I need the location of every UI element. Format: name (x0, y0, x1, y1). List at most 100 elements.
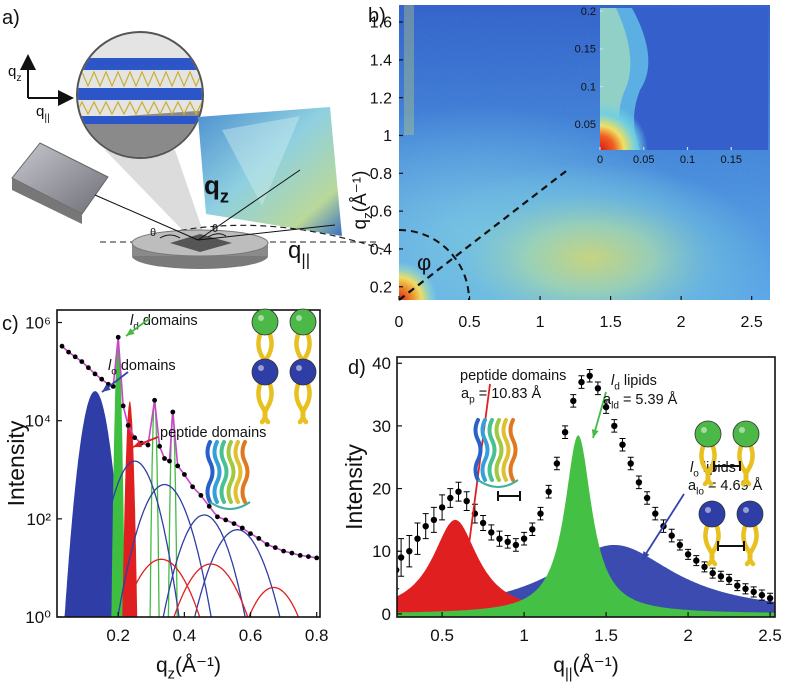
annotation-part: d (133, 322, 139, 333)
zoom-cone (105, 150, 206, 240)
lipid-shine (296, 315, 302, 321)
panel-label: a) (2, 7, 20, 29)
x-tick-label: 2 (677, 314, 686, 331)
panel-a: a)qzq||qzq||θ θ (2, 7, 310, 270)
spacing-bar (497, 461, 745, 551)
fit-component-curve (89, 460, 180, 617)
data-point (182, 472, 187, 477)
panel-label: c) (2, 313, 19, 335)
protein-helix (233, 440, 243, 504)
panel-label: b) (368, 5, 386, 27)
data-point (281, 548, 286, 554)
x-tick-label: 2.5 (758, 626, 782, 645)
plot-frame (56, 309, 321, 618)
annotation: ld lipids (611, 373, 657, 393)
annotation-part: = 5.39 Å (623, 391, 678, 408)
y-tick-label: 20 (372, 480, 391, 499)
detector-label-part: q (204, 170, 220, 200)
y-tick-label: 10⁴ (25, 412, 51, 431)
data-point (397, 554, 405, 561)
x-tick-label: 0.2 (106, 626, 130, 645)
data-point (430, 516, 438, 524)
data-point (684, 551, 692, 558)
data-point (619, 441, 626, 448)
data-point (463, 497, 470, 505)
y-tick-label: 0.6 (370, 204, 392, 221)
y-axis-title: qz(Å⁻¹) (350, 171, 375, 230)
y-tick-label: 10⁰ (25, 608, 51, 627)
data-point (231, 521, 237, 526)
annotation-part: l (108, 358, 112, 374)
annotation: lo domains (108, 358, 176, 378)
protein-loop (209, 501, 251, 510)
fit-component-curve (121, 558, 201, 617)
fit-component-curve (173, 563, 249, 617)
x-tick-label: 0.05 (633, 154, 654, 166)
data-point (635, 479, 643, 486)
annotation: peptide domains (160, 425, 266, 441)
plot-area (397, 369, 775, 617)
data-point (447, 494, 454, 502)
x-tick-label: 0.5 (458, 314, 480, 331)
data-point (652, 510, 659, 517)
data-point (272, 545, 278, 550)
fit-component-curve (248, 586, 300, 617)
lipid-shine (258, 315, 264, 321)
data-point (289, 550, 295, 556)
lipid-shine (743, 507, 749, 513)
data-point (175, 463, 181, 469)
lipid-tail (699, 441, 717, 487)
annotation: ap = 10.83 Å (461, 385, 542, 406)
data-point (59, 343, 65, 349)
fit-component-area (397, 435, 775, 617)
annotation-part: = 10.83 Å (479, 385, 542, 402)
data-point (488, 529, 495, 536)
data-point (92, 371, 98, 377)
annotation-part: ld (611, 401, 619, 412)
data-point (668, 532, 675, 539)
x-axis-title: qz(Å⁻¹) (156, 654, 221, 683)
data-point (570, 397, 577, 405)
data-point (422, 523, 429, 530)
data-point (414, 535, 421, 542)
x-tick-label: 2 (683, 626, 692, 645)
detector-label: q|| (288, 237, 310, 270)
y-axis-title-part: q (350, 219, 371, 230)
x-tick-label: 0.15 (721, 154, 742, 166)
data-point (512, 541, 520, 549)
detector-shade (222, 116, 300, 206)
annotation-part: l (130, 313, 134, 329)
annotation-part: d (614, 382, 620, 393)
dashed-direction (398, 167, 571, 301)
annotation-part: peptide domains (160, 425, 266, 441)
x-tick-label: 1 (519, 626, 528, 645)
y-tick-label: 0.2 (581, 6, 596, 18)
x-tick-label: 0.4 (173, 626, 197, 645)
x-tick-label: 0.8 (305, 626, 329, 645)
lipid-head (289, 308, 317, 336)
data-point (734, 582, 741, 589)
y-tick-label: 40 (372, 354, 391, 373)
data-point (145, 442, 151, 448)
annotation-arrowhead (133, 440, 142, 448)
y-tick-label: 1.2 (370, 90, 392, 107)
detector-label: qz (204, 170, 229, 206)
panel-a-drawing (11, 31, 386, 269)
annotation: ld domains (130, 313, 198, 333)
x-tick-label: 0.6 (239, 626, 263, 645)
protein-helix (487, 418, 497, 482)
fit-component-curve (194, 529, 281, 617)
headgroup-layer (78, 116, 202, 124)
data-point (586, 372, 593, 379)
data-point (239, 525, 245, 531)
annotation-arrow (641, 493, 685, 561)
data-point (297, 553, 303, 558)
fit-component-curve (167, 410, 178, 617)
icons (205, 308, 317, 510)
lipid-tail (703, 521, 721, 567)
data-point (152, 397, 158, 403)
y-tick-label: 1.4 (370, 52, 392, 69)
plot-frame (396, 356, 776, 618)
data-point (627, 460, 634, 467)
data-point (594, 385, 602, 392)
